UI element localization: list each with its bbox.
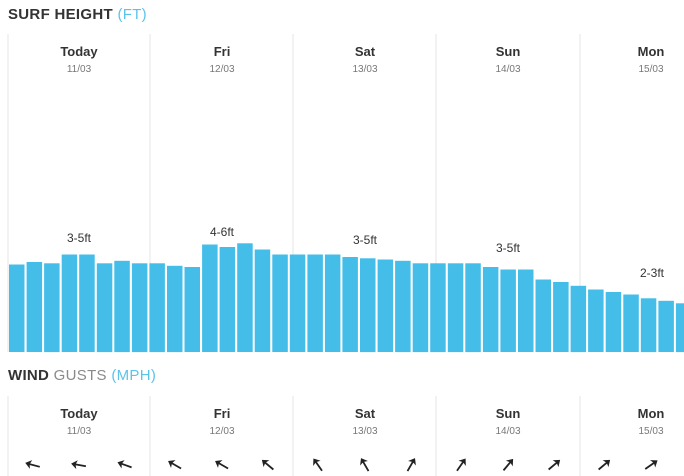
wind-direction-arrow-icon [168, 460, 182, 470]
surf-day-name: Sun [495, 44, 521, 59]
surf-day-date: 11/03 [66, 64, 92, 75]
surf-title-strong: SURF HEIGHT [8, 6, 113, 23]
surf-bar[interactable] [272, 254, 288, 353]
surf-day-header: Mon 15/03 [581, 44, 684, 75]
wind-direction-arrow-icon [456, 458, 466, 472]
wind-title-muted: GUSTS [53, 367, 107, 384]
surf-day-header: Sat 13/03 [295, 44, 435, 75]
wind-day-name: Today [60, 406, 98, 421]
wind-title: WIND GUSTS (MPH) [8, 367, 156, 384]
wind-direction-arrow-icon [313, 458, 323, 472]
wind-day-header: Sun 14/03 [438, 406, 578, 437]
surf-bar[interactable] [184, 267, 201, 352]
surf-bar[interactable] [360, 258, 376, 353]
wind-day-name: Sun [495, 406, 521, 421]
wind-direction-arrow-icon [261, 459, 274, 471]
wind-day-name: Sat [354, 406, 376, 421]
wind-day-date: 15/03 [638, 426, 664, 437]
surf-bar[interactable] [114, 260, 130, 353]
wind-direction-arrow-icon [25, 460, 40, 469]
surf-range-label: 3-5ft [66, 231, 92, 245]
wind-day-name: Fri [213, 406, 231, 421]
surf-bar[interactable] [61, 254, 78, 353]
surf-bar[interactable] [447, 263, 464, 353]
surf-bar[interactable] [412, 263, 429, 353]
wind-day-date: 13/03 [352, 426, 378, 437]
surf-bar[interactable] [535, 279, 552, 353]
surf-bar[interactable] [26, 262, 43, 352]
surf-day-date: 13/03 [352, 64, 378, 75]
surf-bar[interactable] [324, 254, 341, 353]
surf-day-name: Today [60, 44, 98, 59]
wind-title-unit: (MPH) [111, 367, 157, 384]
surf-bar[interactable] [289, 254, 306, 353]
wind-direction-arrow-icon [502, 458, 514, 471]
surf-bar[interactable] [465, 263, 481, 353]
surf-bar[interactable] [377, 259, 394, 353]
surf-range-label: 2-3ft [639, 266, 665, 280]
surf-bar[interactable] [500, 269, 516, 353]
wind-day-header: Sat 13/03 [295, 406, 435, 437]
wind-direction-arrow-icon [71, 460, 87, 470]
surf-bar[interactable] [307, 254, 323, 353]
wind-direction-arrow-icon [644, 460, 658, 470]
surf-day-name: Fri [213, 44, 231, 59]
surf-day-date: 15/03 [638, 64, 664, 75]
surf-day-header: Fri 12/03 [152, 44, 292, 75]
surf-range-label: 4-6ft [209, 225, 235, 239]
wind-direction-arrow-icon [117, 460, 132, 469]
wind-direction-arrow-icon [598, 459, 611, 471]
wind-title-strong: WIND [8, 367, 50, 384]
wind-day-header: Fri 12/03 [152, 406, 292, 437]
surf-bar[interactable] [518, 269, 534, 353]
surf-bar[interactable] [623, 294, 639, 353]
surf-bar[interactable] [482, 267, 499, 352]
surf-bar[interactable] [9, 264, 25, 353]
surf-bar[interactable] [202, 244, 218, 353]
surf-range-label: 3-5ft [352, 233, 378, 247]
surf-bar[interactable] [395, 260, 411, 353]
surf-bar[interactable] [131, 263, 148, 353]
surf-range-label: 3-5ft [495, 241, 521, 255]
surf-bar[interactable] [570, 285, 587, 353]
wind-day-header: Mon 15/03 [581, 406, 684, 437]
surf-bar[interactable] [79, 254, 95, 353]
surf-height-title: SURF HEIGHT (FT) [8, 6, 147, 23]
surf-bar[interactable] [254, 249, 271, 353]
surf-bar[interactable] [675, 303, 684, 353]
surf-day-name: Mon [637, 44, 665, 59]
surf-bar[interactable] [149, 263, 165, 353]
surf-bar[interactable] [44, 263, 60, 353]
wind-day-date: 11/03 [66, 426, 92, 437]
surf-day-header: Sun 14/03 [438, 44, 578, 75]
surf-bar[interactable] [219, 247, 236, 352]
surf-day-date: 12/03 [209, 64, 235, 75]
surf-bar[interactable] [553, 282, 569, 352]
surf-bar[interactable] [588, 289, 604, 353]
surf-bar[interactable] [605, 292, 622, 352]
surf-bar[interactable] [96, 263, 113, 353]
surf-bar[interactable] [430, 263, 446, 353]
wind-direction-arrow-icon [406, 458, 416, 472]
surf-day-header: Today 11/03 [9, 44, 149, 75]
surf-bar[interactable] [658, 300, 674, 352]
surf-chart [7, 34, 684, 353]
wind-direction-arrow-icon [215, 460, 229, 470]
surf-bar[interactable] [167, 265, 183, 353]
wind-day-header: Today 11/03 [9, 406, 149, 437]
surf-bar[interactable] [342, 257, 358, 352]
surf-day-date: 14/03 [495, 64, 521, 75]
wind-day-date: 14/03 [495, 426, 521, 437]
surf-title-unit: (FT) [117, 6, 147, 23]
wind-day-name: Mon [637, 406, 665, 421]
surf-bar[interactable] [640, 298, 657, 353]
wind-direction-arrow-icon [548, 459, 561, 471]
wind-direction-arrow-icon [360, 458, 370, 472]
wind-day-date: 12/03 [209, 426, 235, 437]
surf-bar[interactable] [237, 243, 253, 352]
surf-day-name: Sat [354, 44, 376, 59]
